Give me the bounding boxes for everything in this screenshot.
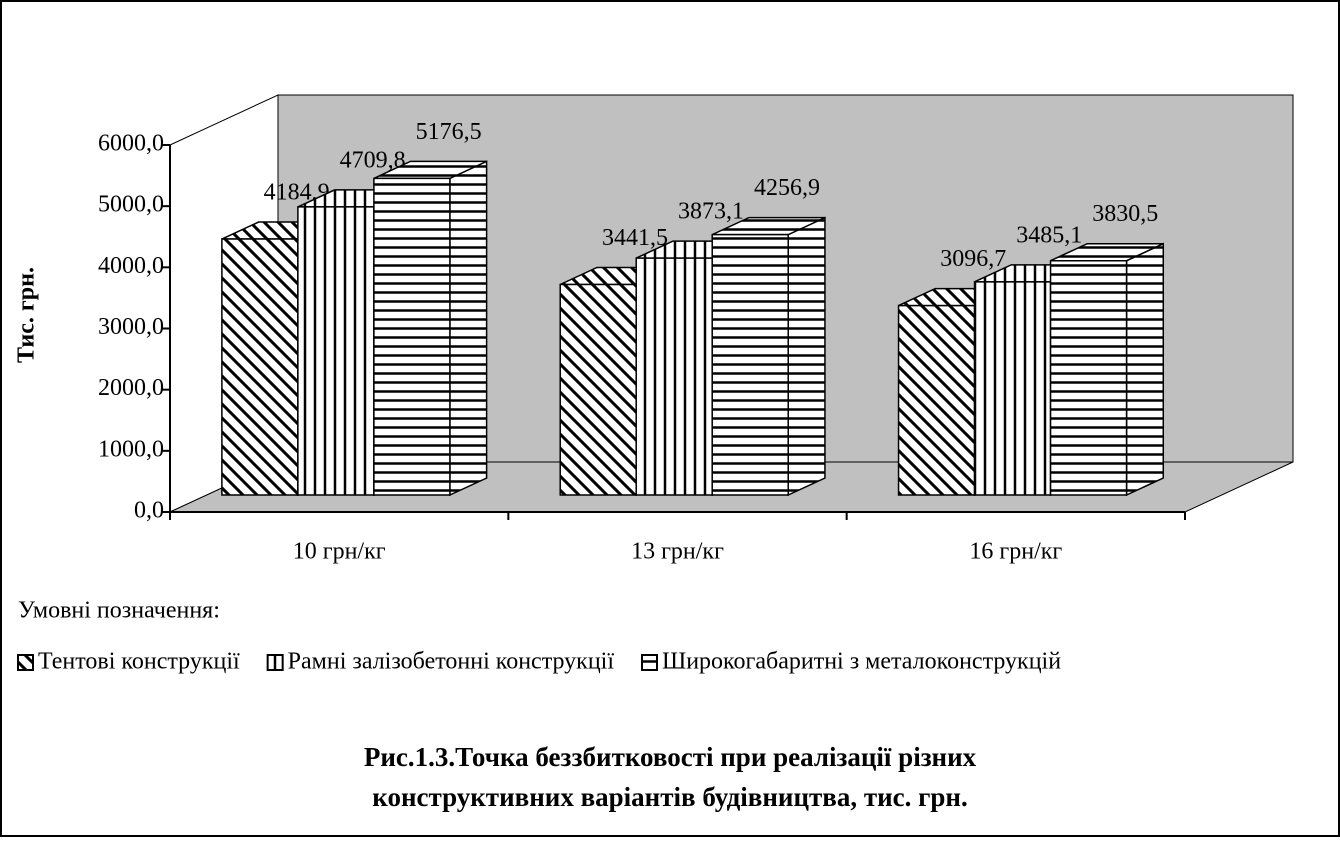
legend-swatch — [266, 654, 284, 671]
y-tick-label: 0,0 — [134, 498, 164, 524]
bar-side — [787, 216, 826, 497]
value-label: 4256,9 — [754, 175, 820, 201]
chart-title: конструктивних варіантів будівництва, ти… — [372, 782, 967, 812]
bar — [711, 216, 826, 497]
legend-swatch — [17, 654, 34, 671]
legend-label: Тентові конструкції — [38, 649, 240, 675]
bar-front — [559, 283, 637, 496]
value-label: 3873,1 — [678, 199, 744, 225]
bar-side — [449, 160, 488, 497]
y-tick-label: 1000,0 — [98, 436, 164, 462]
x-tick-label: 10 грн/кг — [293, 539, 386, 565]
value-label: 3096,7 — [940, 246, 1006, 272]
legend-title: Умовні позначення: — [18, 598, 220, 624]
value-label: 3485,1 — [1016, 222, 1082, 248]
y-tick-label: 3000,0 — [98, 314, 164, 340]
y-tick-label: 2000,0 — [98, 375, 164, 401]
bar — [1049, 242, 1165, 497]
bar-front — [897, 304, 976, 496]
bar-front — [1049, 259, 1128, 496]
bar-front — [221, 238, 299, 496]
x-tick-label: 16 грн/кг — [969, 539, 1062, 565]
legend-label: Рамні залізобетонні конструкції — [288, 649, 615, 675]
y-tick-label: 4000,0 — [98, 253, 164, 279]
bar — [373, 160, 488, 497]
chart-title: Рис.1.3.Точка беззбитковості при реаліза… — [364, 742, 977, 772]
bar-front — [635, 257, 713, 496]
y-axis-label: Тис. грн. — [14, 267, 40, 363]
bar-front — [973, 281, 1052, 496]
y-tick-label: 5000,0 — [98, 192, 164, 218]
value-label: 3441,5 — [602, 225, 668, 251]
bar-front — [373, 177, 451, 496]
legend-label: Широкогабаритні з металоконструкцій — [662, 649, 1061, 675]
bar-front — [711, 233, 789, 496]
x-tick-label: 13 грн/кг — [631, 539, 724, 565]
value-label: 3830,5 — [1092, 201, 1158, 227]
y-tick-label: 6000,0 — [98, 131, 164, 157]
bar-side — [1125, 242, 1165, 497]
value-label: 5176,5 — [416, 119, 482, 145]
bar-front — [297, 206, 375, 496]
legend-swatch — [641, 654, 658, 671]
